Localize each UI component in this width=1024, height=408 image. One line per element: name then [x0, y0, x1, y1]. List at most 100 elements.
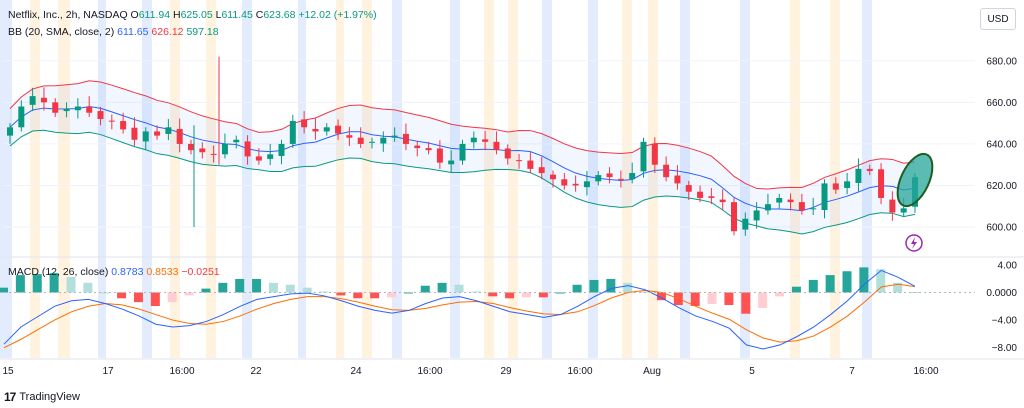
- candle-body: [697, 191, 704, 198]
- price-tick-label: 600.00: [986, 223, 1017, 234]
- macd-histogram-bar: [893, 282, 903, 293]
- currency-button[interactable]: USD: [980, 8, 1016, 30]
- symbol-label: Netflix, Inc., 2h, NASDAQ: [8, 9, 128, 21]
- candle-body: [63, 108, 70, 112]
- bb-label: BB (20, SMA, close, 2): [8, 26, 115, 38]
- time-tick-label: 24: [350, 366, 362, 377]
- candle-body: [278, 143, 285, 156]
- annotations: [896, 152, 934, 252]
- session-band: [542, 0, 552, 358]
- price-tick-label: 680.00: [986, 56, 1017, 67]
- candle-body: [18, 106, 25, 128]
- macd-histogram-bar: [353, 292, 363, 299]
- macd-label: MACD (12, 26, close): [8, 266, 109, 278]
- candle-body: [561, 179, 568, 186]
- candle-body: [900, 208, 907, 213]
- session-shading: [0, 0, 872, 358]
- macd-histogram-bar: [268, 282, 278, 293]
- session-band: [0, 0, 12, 358]
- tradingview-logo-icon: 17: [4, 390, 16, 404]
- candle-body: [120, 121, 127, 130]
- session-band: [484, 0, 494, 358]
- time-tick-label: 29: [500, 366, 512, 377]
- session-band: [648, 0, 658, 358]
- axes: 680.00 660.00 640.00 620.00 600.00 4.00 0.0000…: [0, 56, 1024, 377]
- macd-histogram-bar: [252, 278, 262, 293]
- candle-body: [233, 139, 240, 143]
- bb-mid-value: 611.65: [117, 26, 149, 38]
- candle-body: [52, 102, 59, 113]
- candle-body: [255, 156, 262, 161]
- session-band: [450, 0, 460, 358]
- candle-body: [176, 128, 183, 144]
- candle-body: [470, 137, 477, 143]
- macd-histogram-bar: [218, 282, 228, 293]
- candle-body: [289, 121, 296, 144]
- signal-value: 0.8533: [146, 266, 179, 278]
- candle-body: [108, 120, 115, 122]
- candle-body: [29, 96, 36, 105]
- time-tick-label: 17: [102, 366, 114, 377]
- candle-body: [142, 131, 149, 142]
- candle-body: [188, 143, 194, 151]
- lightning-icon-glyph: [911, 237, 917, 249]
- candle-body: [402, 133, 409, 144]
- session-band: [336, 0, 344, 358]
- change-value: +12.02 (+1.97%): [298, 9, 377, 21]
- candle-body: [832, 183, 839, 190]
- macd-histogram-bar: [336, 292, 346, 296]
- macd-histogram-bar: [285, 284, 295, 293]
- session-band: [740, 0, 750, 358]
- low-value: 611.45: [221, 9, 253, 21]
- histogram-value: −0.0251: [181, 266, 220, 278]
- candle-body: [550, 174, 556, 180]
- time-tick-label: 22: [250, 366, 262, 377]
- price-legend: Netflix, Inc., 2h, NASDAQ O611.94 H625.0…: [8, 9, 377, 21]
- candle-body: [787, 199, 794, 203]
- bb-lower-value: 597.18: [186, 26, 219, 38]
- currency-label: USD: [987, 13, 1009, 25]
- session-band: [206, 0, 216, 358]
- bb-upper-value: 626.12: [151, 26, 184, 38]
- candle-body: [221, 143, 228, 155]
- session-band: [392, 0, 402, 358]
- close-value: 623.68: [263, 9, 296, 21]
- macd-histogram-bar: [707, 292, 717, 305]
- macd-value: 0.8783: [111, 266, 144, 278]
- session-band: [30, 0, 40, 358]
- macd-histogram-bar: [521, 292, 531, 298]
- highlight-ellipse: [896, 152, 934, 208]
- session-band: [588, 0, 598, 358]
- macd-histogram-bar: [201, 288, 211, 293]
- candle-body: [244, 141, 251, 157]
- candle-body: [301, 119, 308, 128]
- candle-body: [742, 218, 749, 230]
- candle-body: [595, 175, 602, 182]
- candle-body: [855, 168, 862, 183]
- candle-body: [583, 181, 590, 188]
- candle-body: [538, 167, 545, 174]
- macd-histogram-bar: [49, 273, 59, 293]
- candle-body: [708, 196, 715, 198]
- candle-body: [866, 168, 873, 171]
- session-band: [242, 0, 252, 358]
- candle-body: [719, 199, 726, 203]
- candle-body: [86, 106, 93, 113]
- session-band: [170, 0, 180, 358]
- candle-body: [798, 202, 805, 211]
- macd-histogram-bar: [133, 292, 143, 303]
- session-band: [862, 0, 872, 358]
- candle-body: [391, 135, 398, 138]
- session-band: [362, 0, 372, 358]
- time-tick-label: 16:00: [169, 366, 194, 377]
- candle-body: [606, 173, 613, 178]
- bb-upper-line: [9, 80, 916, 190]
- tradingview-brand[interactable]: 17 TradingView: [4, 390, 80, 404]
- time-tick-label: 15: [2, 366, 14, 377]
- time-tick-label: 16:00: [913, 366, 938, 377]
- candle-body: [267, 154, 274, 159]
- candle-body: [493, 141, 500, 151]
- candle-body: [357, 137, 364, 144]
- time-tick-label: 16:00: [567, 366, 592, 377]
